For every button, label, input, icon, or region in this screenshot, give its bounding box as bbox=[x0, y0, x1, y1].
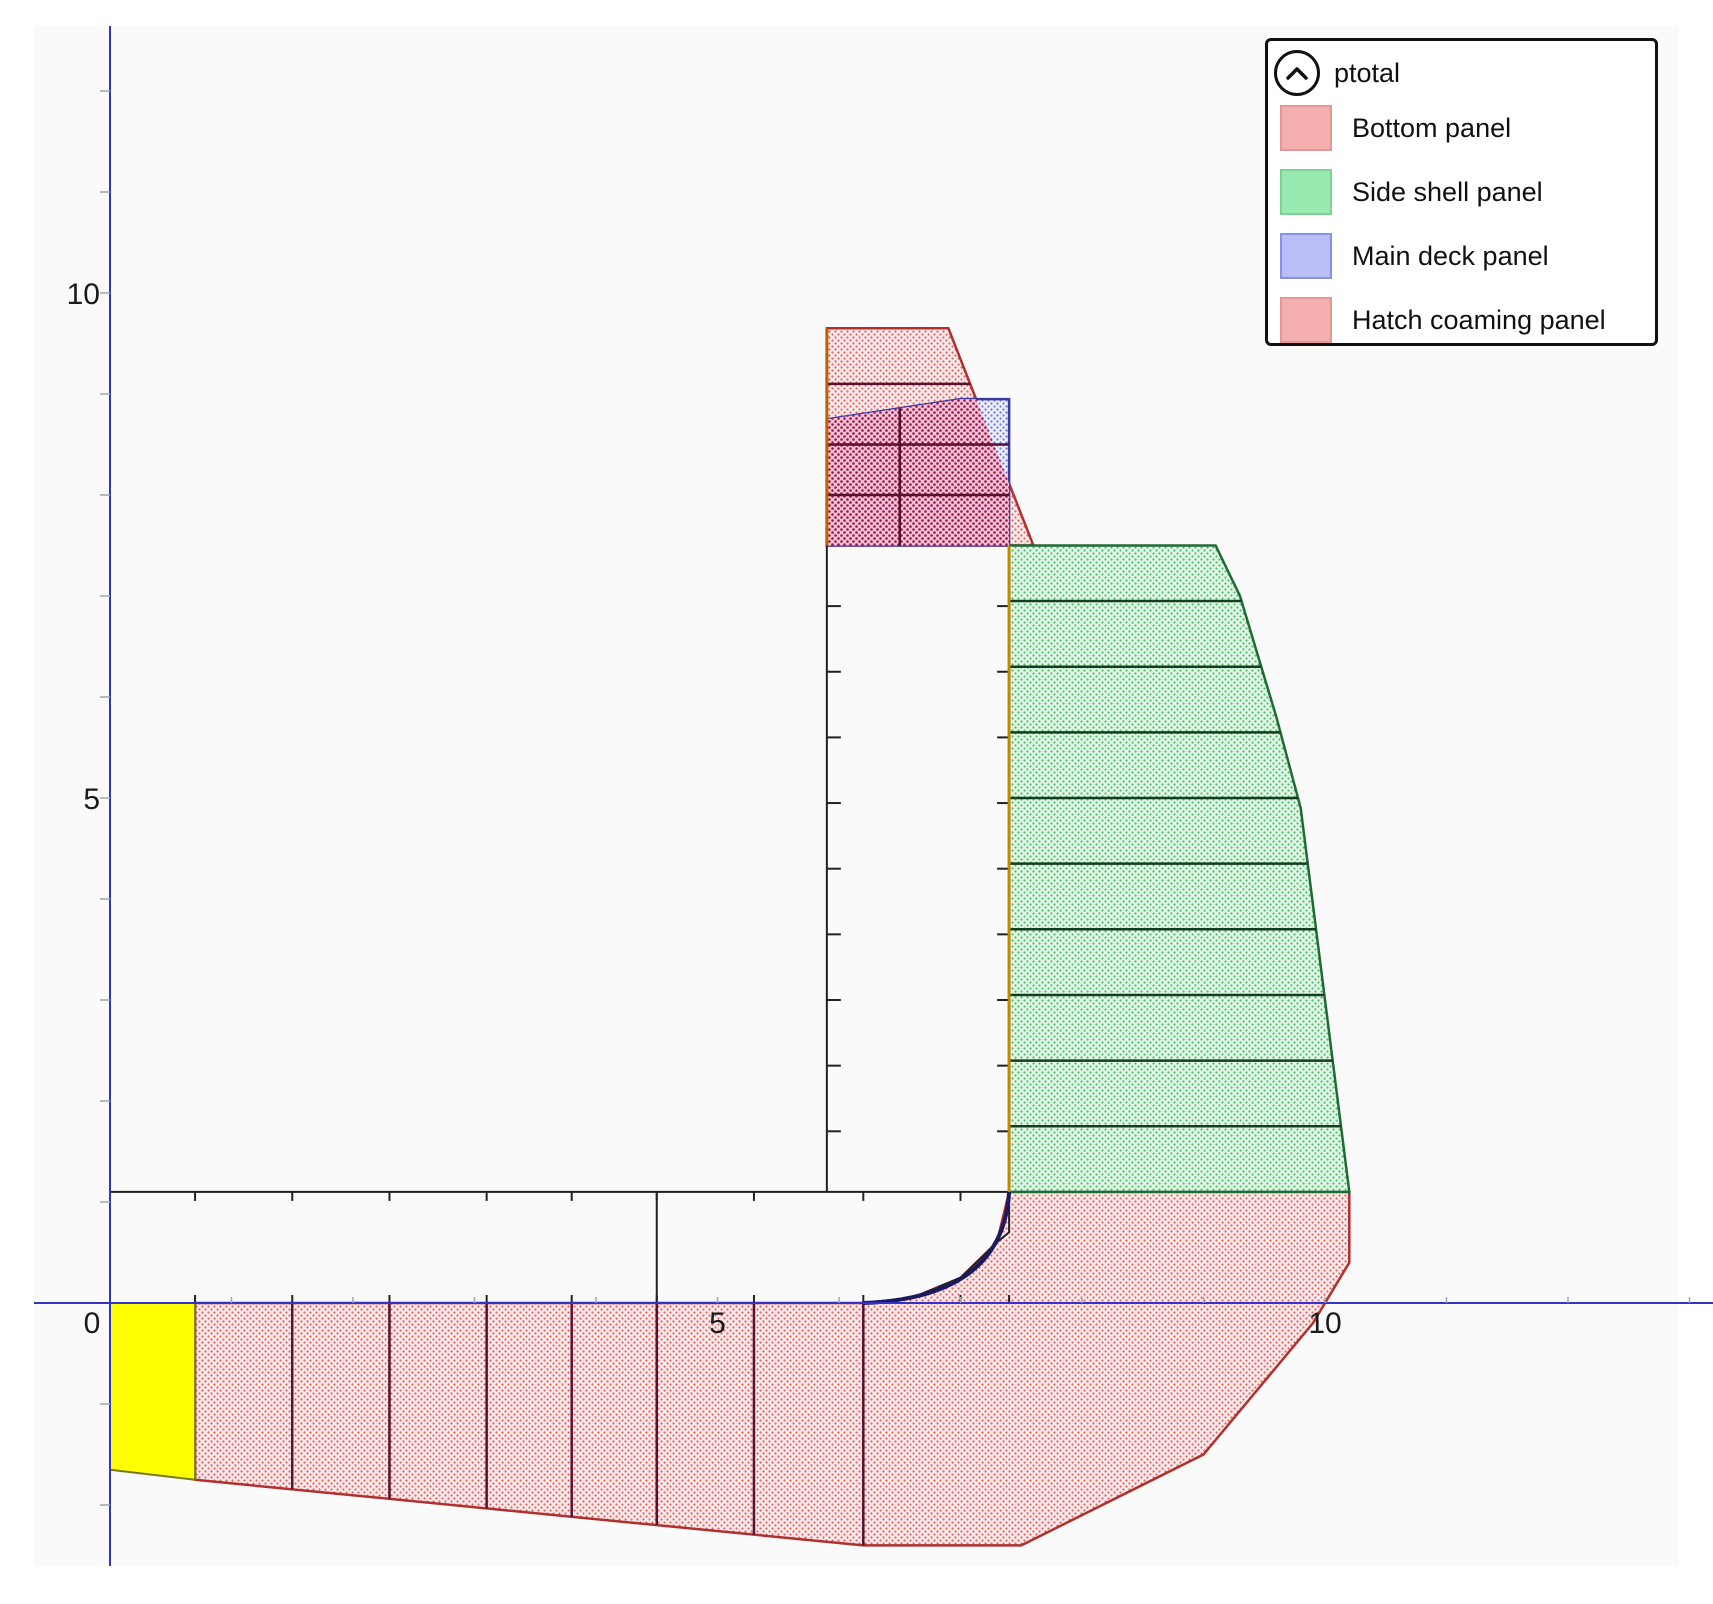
y-tick-label: 5 bbox=[83, 783, 100, 816]
chevron-up-icon[interactable] bbox=[1274, 50, 1320, 96]
legend-label: Main deck panel bbox=[1352, 240, 1549, 271]
legend-title: ptotal bbox=[1334, 57, 1401, 88]
legend: ptotal Bottom panel Side shell panel Mai… bbox=[1265, 38, 1658, 346]
x-tick-label: 0 bbox=[84, 1307, 101, 1340]
legend-swatch bbox=[1280, 297, 1332, 343]
x-tick-label: 5 bbox=[709, 1307, 726, 1340]
legend-label: Side shell panel bbox=[1352, 176, 1543, 207]
bilge-curve bbox=[863, 1191, 1012, 1305]
legend-label: Hatch coaming panel bbox=[1352, 304, 1606, 335]
legend-swatch bbox=[1280, 233, 1332, 279]
panel-overlap-deck-coaming bbox=[826, 399, 1010, 546]
panel-side-shell-panel bbox=[1007, 544, 1351, 1194]
y-tick-label: 10 bbox=[67, 278, 100, 311]
legend-swatch bbox=[1280, 169, 1332, 215]
legend-label: Bottom panel bbox=[1352, 112, 1512, 143]
legend-item-hatch-coaming-panel[interactable]: Hatch coaming panel bbox=[1280, 295, 1606, 345]
legend-item-side-shell-panel[interactable]: Side shell panel bbox=[1280, 167, 1543, 217]
legend-item-main-deck-panel[interactable]: Main deck panel bbox=[1280, 231, 1549, 281]
legend-swatch bbox=[1280, 105, 1332, 151]
legend-item-bottom-panel[interactable]: Bottom panel bbox=[1280, 103, 1511, 153]
x-tick-label: 10 bbox=[1308, 1307, 1341, 1340]
keel-block bbox=[109, 1302, 197, 1481]
legend-header: ptotal bbox=[1274, 47, 1400, 99]
